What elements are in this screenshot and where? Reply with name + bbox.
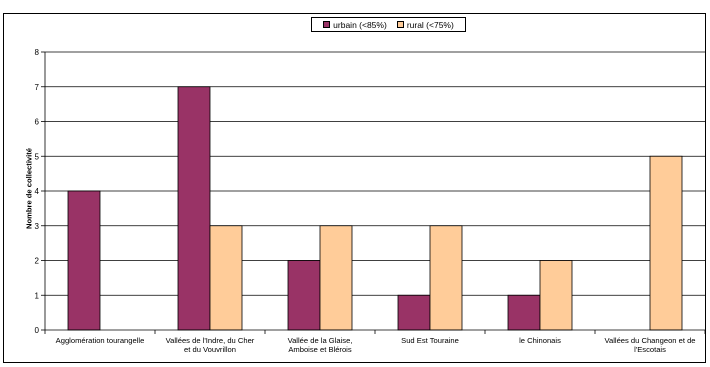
bar: [319, 225, 353, 331]
y-tick-label: 3: [35, 222, 40, 231]
legend-label-rural: rural (<75%): [406, 19, 454, 30]
bar: [397, 294, 431, 331]
bar: [429, 225, 463, 331]
x-tick-label: Vallées du Changeon et de l'Escotais: [604, 336, 696, 354]
x-tick-label: Vallée de la Glaise, Amboise et Blérois: [287, 336, 353, 354]
x-tick-label: Sud Est Touraine: [401, 336, 459, 345]
legend-label-urbain: urbain (<85%): [333, 19, 387, 30]
legend-entry-rural: rural (<75%): [396, 19, 454, 30]
x-tick-label: le Chinonais: [519, 336, 561, 345]
bar: [287, 260, 321, 331]
gridlines: [45, 51, 705, 296]
legend: urbain (<85%) rural (<75%): [311, 17, 466, 32]
y-tick-label: 5: [35, 152, 40, 161]
legend-swatch-urbain: [323, 21, 331, 28]
y-tick-label: 7: [35, 83, 40, 92]
y-tick-label: 4: [35, 187, 40, 196]
chart-frame: [3, 13, 706, 363]
y-tick-label: 6: [35, 118, 40, 127]
bar: [67, 190, 101, 331]
bar: [539, 260, 573, 331]
y-tick-label: 1: [35, 291, 40, 300]
legend-swatch-rural: [396, 21, 404, 28]
y-tick-label: 8: [35, 48, 40, 57]
bar: [177, 86, 211, 331]
bar: [209, 225, 243, 331]
y-axis-title: Nombre de collectivité: [24, 147, 34, 230]
y-tick-label: 0: [35, 326, 40, 335]
legend-entry-urbain: urbain (<85%): [323, 20, 387, 30]
bar: [507, 294, 541, 331]
axes: 0 1 2 3 4 5 6 7 8: [35, 48, 706, 335]
x-tick-label: Vallées de l'Indre, du Cher et du Vouvril…: [165, 336, 255, 354]
y-tick-label: 2: [35, 257, 40, 266]
x-tick-label: Agglomération tourangelle: [55, 336, 145, 345]
bars: [67, 86, 683, 331]
bar: [649, 155, 683, 331]
